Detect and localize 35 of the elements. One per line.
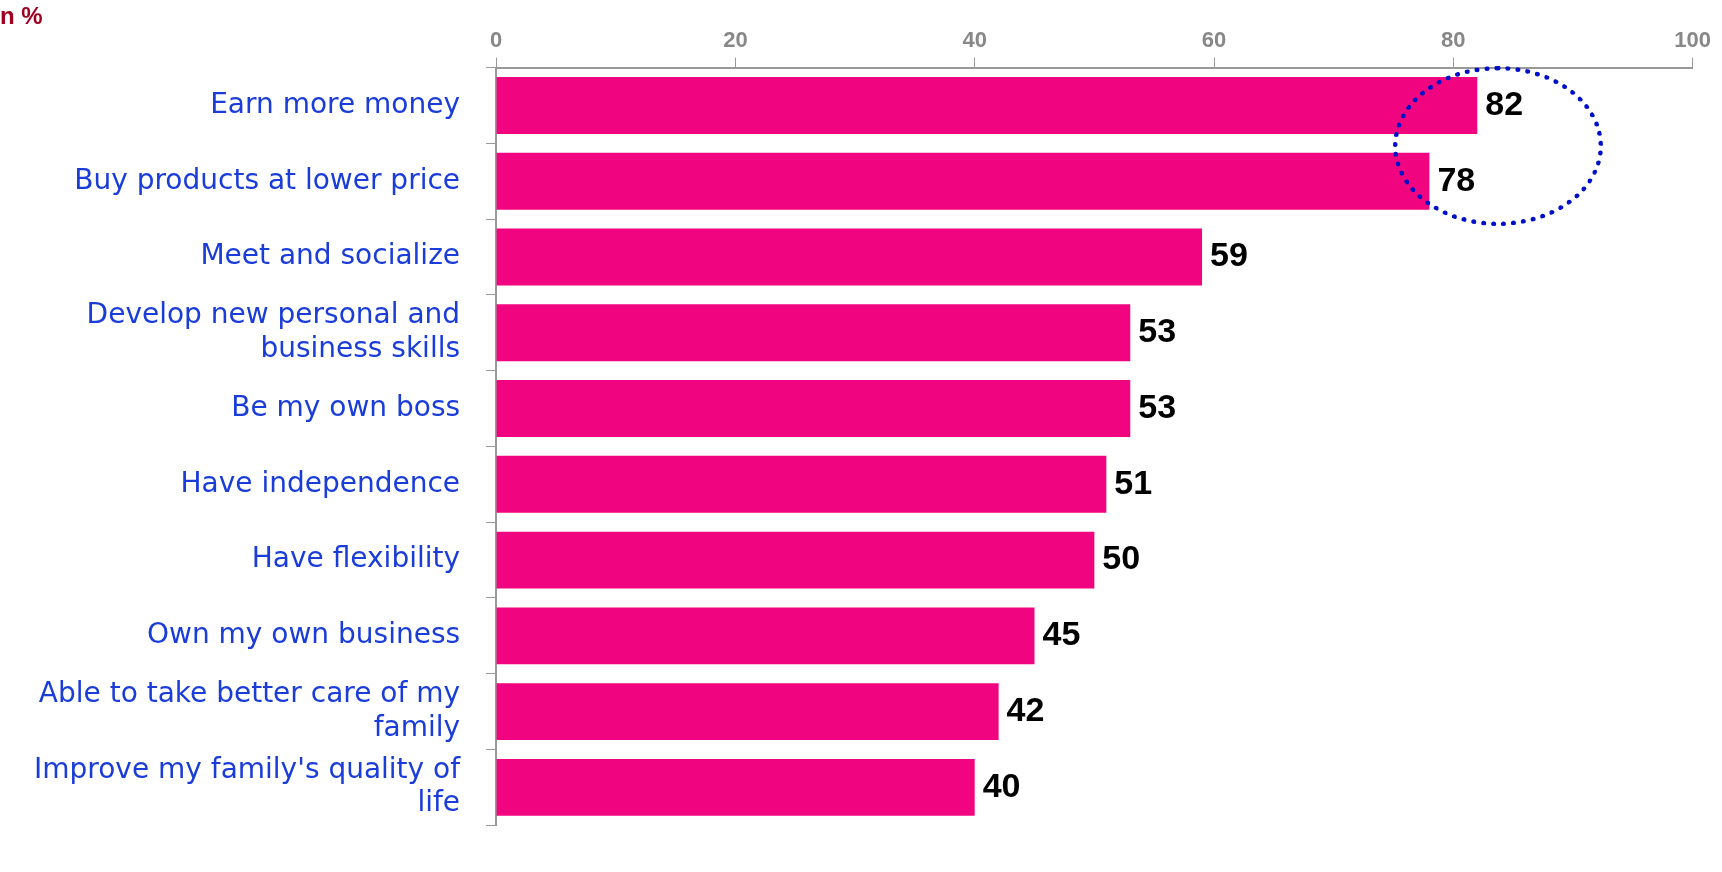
x-tick-label: 60 bbox=[1201, 27, 1227, 53]
data-label: 59 bbox=[1210, 235, 1248, 274]
bar bbox=[496, 683, 999, 740]
bar bbox=[496, 304, 1131, 362]
y-tick-label: Own my own business bbox=[147, 617, 461, 651]
y-tick-label: Able to take better care of my family bbox=[38, 676, 461, 743]
y-tick-label: Meet and socialize bbox=[200, 238, 461, 272]
y-tick-label: Have flexibility bbox=[251, 541, 461, 575]
bar bbox=[496, 758, 975, 816]
data-label: 45 bbox=[1042, 614, 1081, 653]
data-label: 53 bbox=[1138, 386, 1177, 425]
bar bbox=[496, 531, 1095, 589]
bar bbox=[496, 607, 1035, 665]
y-tick-label: Be my own boss bbox=[231, 389, 461, 423]
x-tick-label: 0 bbox=[489, 27, 503, 53]
y-tick-label: Have independence bbox=[180, 465, 461, 499]
data-label: 53 bbox=[1138, 311, 1177, 350]
y-tick-label: Earn more money bbox=[210, 86, 461, 120]
bar bbox=[496, 228, 1203, 286]
data-label: 51 bbox=[1114, 462, 1153, 501]
x-tick-label: 80 bbox=[1441, 27, 1466, 53]
data-label: 42 bbox=[1006, 689, 1045, 728]
y-tick-label: Improve my family's quality of life bbox=[33, 751, 462, 819]
text: n % bbox=[0, 2, 43, 30]
bar bbox=[496, 455, 1107, 513]
data-label: 82 bbox=[1485, 83, 1524, 122]
x-tick-label: 100 bbox=[1674, 27, 1712, 53]
x-tick-label: 40 bbox=[962, 27, 987, 53]
data-label: 40 bbox=[982, 765, 1021, 804]
x-tick-label: 20 bbox=[723, 27, 748, 53]
bar bbox=[496, 380, 1131, 437]
data-label: 78 bbox=[1437, 159, 1476, 198]
y-tick-label: Buy products at lower price bbox=[74, 162, 461, 196]
y-tick-label: Develop new personal and business skills bbox=[86, 297, 461, 364]
data-label: 50 bbox=[1102, 538, 1141, 577]
